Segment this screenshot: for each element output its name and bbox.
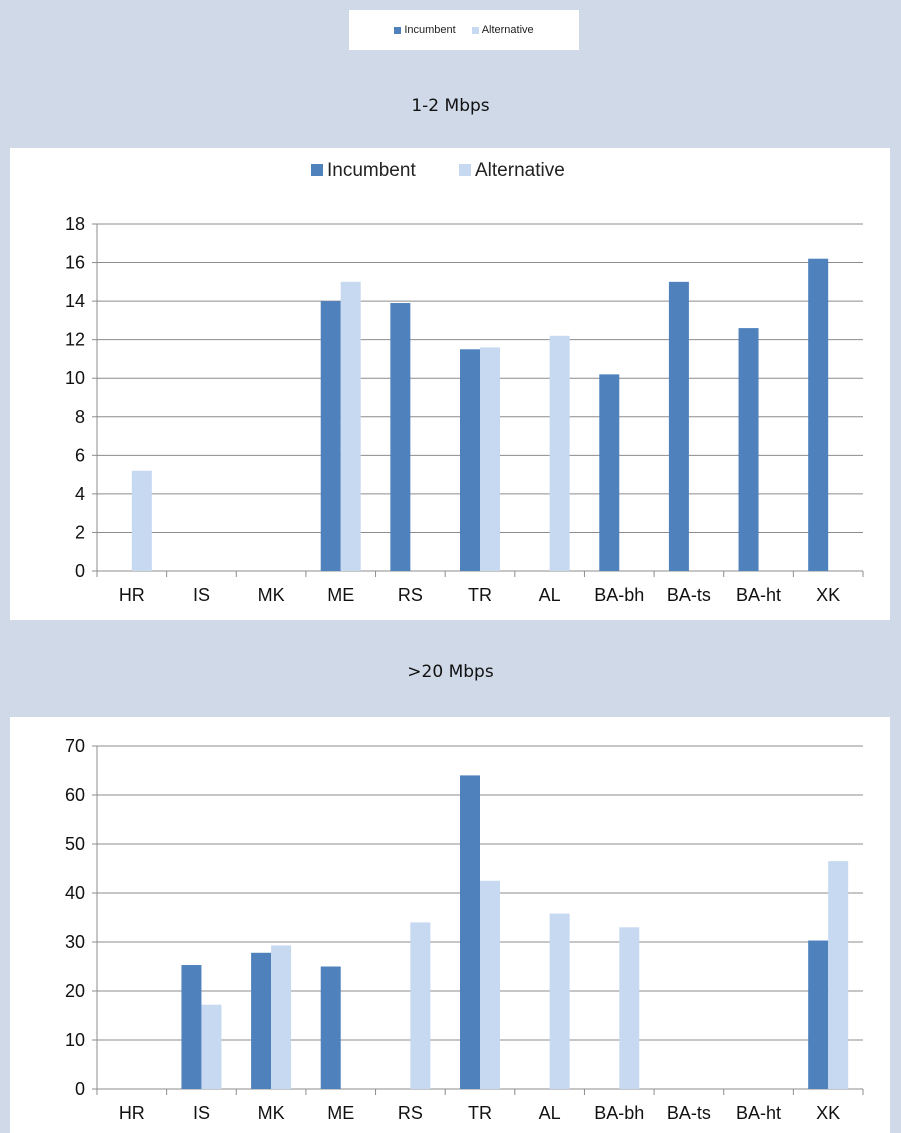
bar-alternative-mk [271, 945, 292, 1089]
top-legend-label-alternative: Alternative [481, 24, 534, 36]
bar-incumbent-tr [460, 775, 480, 1089]
bar-alternative-me [340, 281, 361, 571]
y-tick-label: 0 [75, 561, 85, 581]
bar-alternative-hr [131, 470, 152, 571]
top-legend-item-alternative: Alternative [471, 24, 534, 36]
y-tick-label: 50 [65, 834, 85, 854]
bar-incumbent-tr [460, 349, 480, 571]
x-tick-label: IS [193, 1103, 210, 1123]
y-tick-label: 70 [65, 736, 85, 756]
y-tick-label: 10 [65, 1030, 85, 1050]
y-tick-label: 0 [75, 1079, 85, 1099]
bar-alternative-ba-bh [619, 927, 640, 1089]
y-tick-label: 4 [75, 484, 85, 504]
bar-incumbent-ba-ts [668, 281, 689, 571]
bar-incumbent-mk [251, 952, 272, 1089]
x-tick-label: AL [539, 1103, 561, 1123]
top-legend-label-incumbent: Incumbent [404, 24, 456, 36]
y-tick-label: 8 [75, 407, 85, 427]
x-tick-label: BA-ts [667, 585, 711, 605]
bar-incumbent-ba-bh [599, 374, 620, 571]
x-tick-label: RS [398, 1103, 423, 1123]
bar-chart-1-2-mbps: 0 2 4 6 8 10 12 14 16 18 HR IS MK ME RS TR AL BA-bh BA-ts B… [65, 160, 864, 605]
incumbent-swatch-icon [394, 26, 402, 34]
x-tick-label: XK [816, 1103, 840, 1123]
x-tick-label: BA-ht [736, 585, 781, 605]
x-tick-label: BA-ht [736, 1103, 781, 1123]
top-legend: Incumbent Alternative [349, 10, 579, 50]
y-tick-label: 16 [65, 253, 85, 273]
bar-alternative-is [201, 1004, 222, 1089]
y-tick-label: 6 [75, 445, 85, 465]
bar-alternative-rs [410, 922, 431, 1089]
bar-alternative-xk [828, 861, 849, 1089]
x-tick-label: MK [258, 1103, 285, 1123]
y-tick-label: 12 [65, 330, 85, 350]
x-tick-label: XK [816, 585, 840, 605]
legend-label: Incumbent [327, 160, 416, 181]
chart-panel-2: 0 10 20 30 40 50 60 70 HR IS MK ME RS TR AL BA-bh BA-ts B… [10, 717, 890, 1133]
legend-label: Alternative [475, 160, 565, 181]
chart-panel-1: 0 2 4 6 8 10 12 14 16 18 HR IS MK ME RS TR AL BA-bh BA-ts B… [10, 148, 890, 620]
x-tick-label: ME [327, 1103, 354, 1123]
x-tick-label: IS [193, 585, 210, 605]
x-tick-label: BA-bh [594, 1103, 644, 1123]
bar-alternative-al [549, 913, 570, 1089]
panel-title-20-mbps: >20 Mbps [407, 662, 494, 682]
legend-swatch-icon [459, 164, 471, 176]
x-tick-label: AL [539, 585, 561, 605]
x-tick-label: BA-bh [594, 585, 644, 605]
x-tick-label: HR [119, 1103, 145, 1123]
y-tick-label: 10 [65, 368, 85, 388]
alternative-swatch-icon [471, 26, 479, 34]
y-tick-label: 18 [65, 214, 85, 234]
x-tick-label: TR [468, 1103, 492, 1123]
y-tick-label: 2 [75, 522, 85, 542]
top-legend-item-incumbent: Incumbent [394, 24, 456, 36]
x-tick-label: TR [468, 585, 492, 605]
bar-alternative-tr [480, 347, 500, 571]
panel-title-1-2-mbps: 1-2 Mbps [411, 96, 490, 116]
bar-incumbent-is [181, 965, 202, 1089]
y-tick-label: 14 [65, 291, 85, 311]
x-tick-label: RS [398, 585, 423, 605]
y-tick-label: 60 [65, 785, 85, 805]
bar-incumbent-me [320, 966, 341, 1089]
bar-incumbent-xk [808, 940, 829, 1089]
y-tick-label: 30 [65, 932, 85, 952]
x-tick-label: HR [119, 585, 145, 605]
bar-incumbent-ba-ht [738, 328, 759, 571]
legend-swatch-icon [311, 164, 323, 176]
bar-chart-20-mbps: 0 10 20 30 40 50 60 70 HR IS MK ME RS TR AL BA-bh BA-ts B… [65, 736, 864, 1123]
chart-legend: Incumbent Alternative [311, 160, 565, 181]
bar-incumbent-rs [390, 303, 411, 571]
x-tick-label: ME [327, 585, 354, 605]
bar-incumbent-xk [808, 258, 829, 571]
x-tick-label: BA-ts [667, 1103, 711, 1123]
bar-incumbent-me [320, 301, 341, 571]
x-tick-label: MK [258, 585, 285, 605]
bar-alternative-al [549, 335, 570, 571]
y-tick-label: 20 [65, 981, 85, 1001]
y-tick-label: 40 [65, 883, 85, 903]
bar-alternative-tr [480, 880, 500, 1089]
